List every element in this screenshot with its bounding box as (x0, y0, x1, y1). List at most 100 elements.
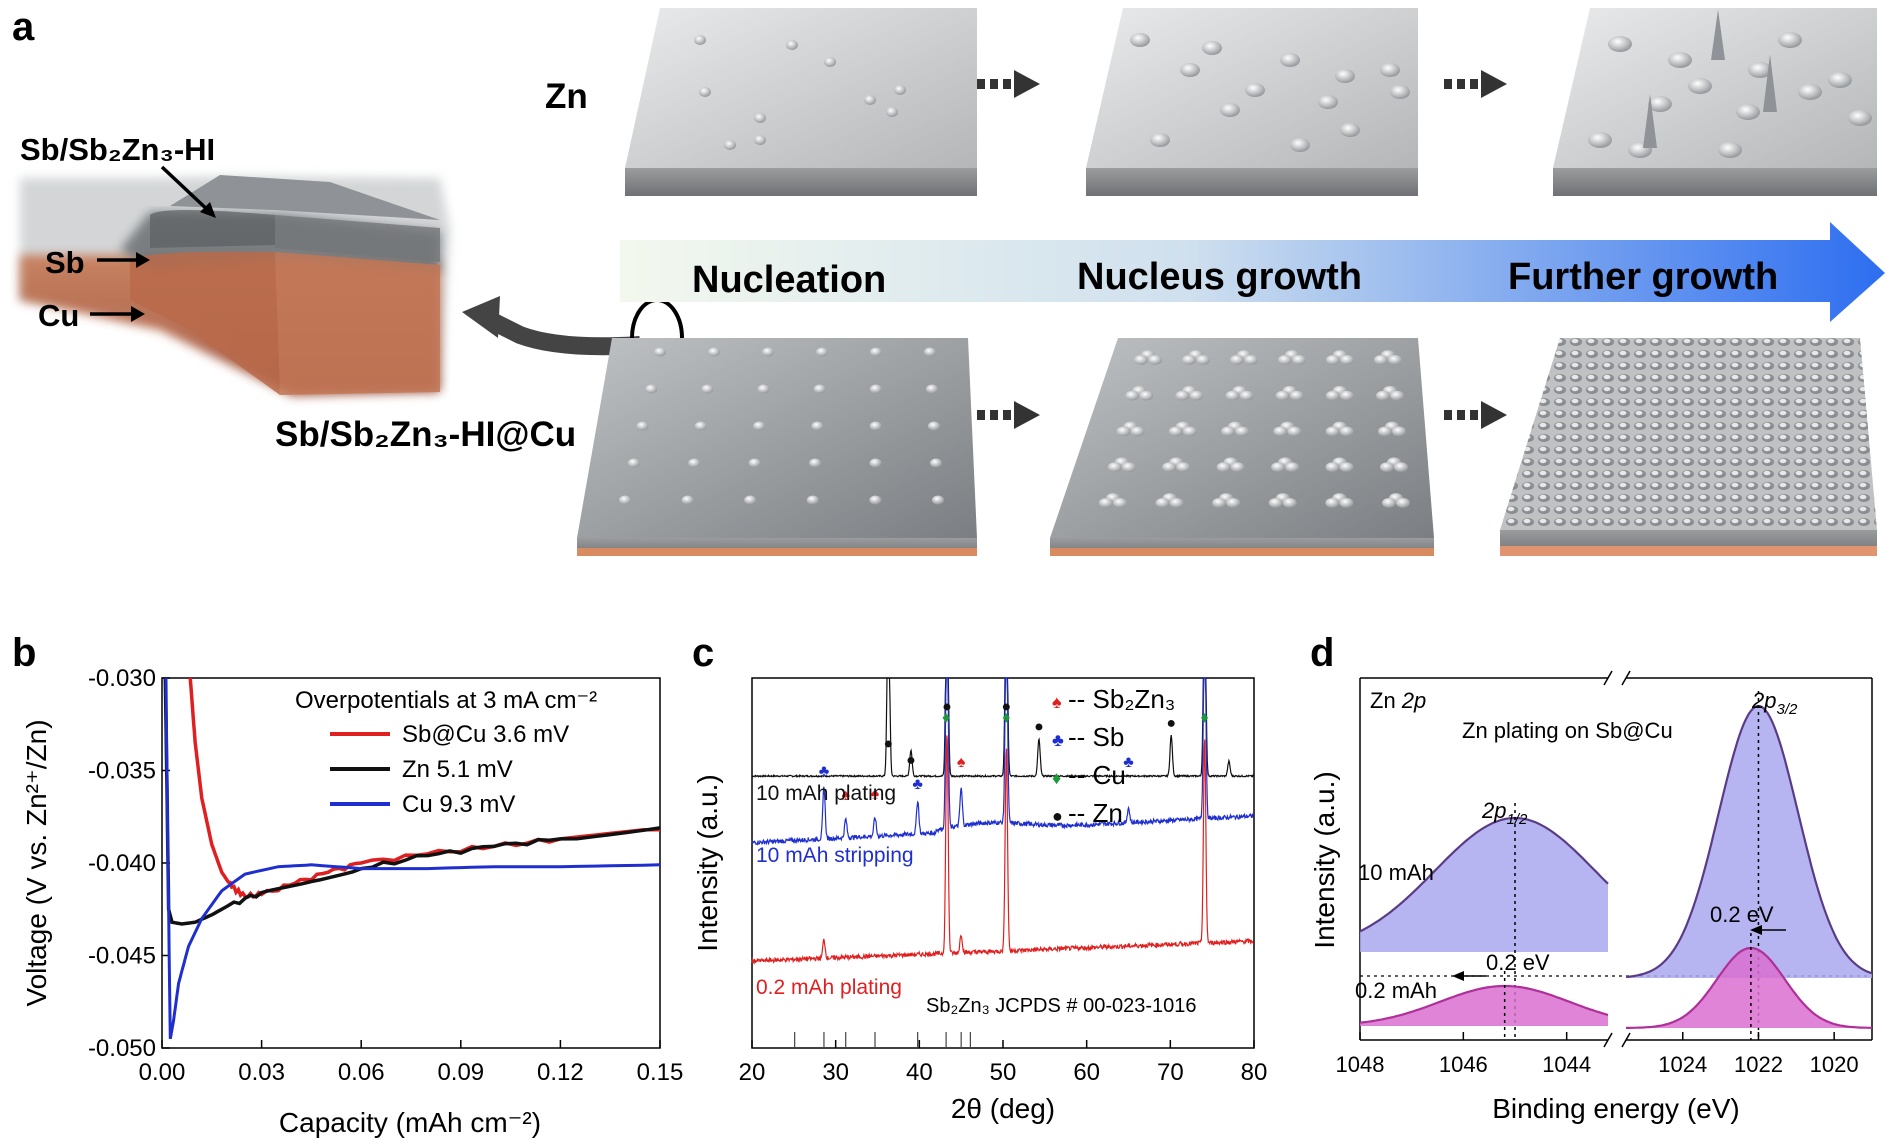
x-tick-label-d: 1048 (1336, 1052, 1385, 1077)
sb-nucleus (1113, 498, 1127, 508)
phase-marker: ● (1166, 715, 1176, 732)
sb-nucleus (1289, 390, 1304, 401)
sb-nucleus (1175, 390, 1190, 401)
shift-label-left: 0.2 eV (1486, 950, 1550, 975)
xps-peak-fill (1360, 986, 1608, 1026)
reference-label-c: Sb₂Zn₃ JCPDS # 00-023-1016 (926, 995, 1197, 1017)
sb-nucleus (1130, 426, 1145, 437)
legend-symbol-c: ♠ (1052, 692, 1062, 712)
sb-nucleus (1325, 426, 1340, 437)
sb-nucleus (926, 384, 938, 394)
sb-nucleus (869, 384, 882, 394)
magnify-arrow-head (462, 296, 500, 338)
sb-nucleus (1099, 498, 1113, 508)
series-line-b (164, 677, 661, 1040)
y-tick-label-b: -0.035 (88, 758, 156, 785)
legend-entry-c: -- Sb₂Zn₃ (1068, 684, 1175, 714)
xps-envelope (1359, 984, 1609, 1024)
sb-nucleus (619, 495, 631, 505)
sb-nucleus (1134, 355, 1148, 365)
x-tick-label-b: 0.12 (537, 1059, 584, 1086)
sb-nucleus (806, 495, 819, 505)
sb-nucleus (1189, 390, 1204, 401)
xrd-pattern (751, 677, 1254, 846)
zn-nucleus (864, 95, 876, 105)
sb-nucleus (1125, 390, 1140, 401)
sb-nucleus (1325, 462, 1340, 473)
phase-marker: ● (942, 698, 952, 715)
y-tick-label-b: -0.030 (88, 665, 156, 692)
sb-nucleus (627, 458, 640, 468)
zn-nuclei (694, 9, 1872, 158)
peak-label-subscript: 1/2 (1506, 811, 1528, 828)
sb-nucleus (1169, 498, 1184, 508)
sb-nucleus (1139, 390, 1154, 401)
x-tick-label-d: 1046 (1439, 1052, 1488, 1077)
panel-label-a: a (12, 5, 35, 49)
phase-marker: ♠ (957, 754, 966, 771)
sb-nucleus (1388, 355, 1402, 365)
x-axis-label-d: Binding energy (eV) (1492, 1093, 1739, 1124)
sb-nucleus (1339, 462, 1354, 473)
phase-marker: ● (1034, 719, 1044, 736)
x-tick-label-c: 20 (739, 1059, 766, 1086)
growth-stage-arrow (620, 222, 1885, 322)
sb-nucleus (1235, 426, 1250, 437)
sb-nucleus (869, 495, 882, 505)
panel-a: a Sb/Sb₂Zn₃-HI Sb Cu Zn Sb/Sb₂Zn₃-HI@Cu (12, 5, 1885, 556)
zn-nucleus (1688, 78, 1712, 94)
phase-marker: ♠ (841, 787, 850, 804)
phase-marker: ♠ (871, 785, 880, 802)
zn-nucleus (1718, 142, 1742, 158)
title-d-prefix: Zn (1370, 688, 1402, 713)
sb-nucleus (813, 384, 826, 394)
zn-nucleus (1668, 52, 1692, 68)
sb-nuclei-array (619, 347, 1410, 508)
xrd-pattern (751, 677, 1255, 779)
panel-label-d: d (1310, 631, 1334, 675)
stage-label-nucleus-growth: Nucleus growth (1077, 256, 1362, 298)
xps-peak-fill (1626, 706, 1872, 978)
xrd-pattern (751, 735, 1255, 965)
zn-dendrite (1711, 9, 1725, 61)
sb-nucleus (762, 347, 774, 357)
x-tick-label-b: 0.06 (338, 1059, 385, 1086)
sb-nucleus (1339, 390, 1354, 401)
peak-label-subscript: 3/2 (1776, 701, 1798, 718)
sb-nucleus (1282, 498, 1297, 508)
y-tick-label-b: -0.045 (88, 943, 156, 970)
phase-marker: ♦ (1002, 709, 1010, 726)
zn-nucleus (1180, 63, 1200, 77)
sb-nucleus (1155, 498, 1170, 508)
stage-arrow-top-2 (1444, 70, 1507, 98)
stage-arrow-bottom-2 (1444, 401, 1507, 429)
sb-nucleus (1116, 426, 1131, 437)
sb-nucleus (645, 384, 658, 394)
layer-label-middle: Sb (45, 245, 85, 280)
sb-nucleus (1271, 462, 1286, 473)
series-label-02mah-plating: 0.2 mAh plating (756, 976, 902, 999)
zn-nucleus (699, 87, 711, 97)
sb-nucleus (1121, 462, 1136, 473)
sb-nucleus (1325, 390, 1340, 401)
peak-label-main: 2p (1751, 688, 1776, 713)
panel-d: d 1048 1046 1044 1024 1022 1020 Zn 2p Zn plat… (1309, 631, 1873, 1124)
layer-label-top: Sb/Sb₂Zn₃-HI (20, 132, 215, 167)
sb-nucleus (1148, 355, 1162, 365)
stage-label-further-growth: Further growth (1508, 256, 1778, 298)
sb-nucleus (1182, 355, 1196, 365)
x-tick-label-c: 80 (1241, 1059, 1268, 1086)
pointer-arrow-top (160, 165, 214, 216)
x-tick-label-b: 0.09 (437, 1059, 484, 1086)
stage-arrow-bottom-1 (977, 401, 1040, 429)
x-tick-label-d: 1024 (1658, 1052, 1707, 1077)
sb-nucleus (816, 347, 828, 357)
series-label-10mah-plating: 10 mAh plating (756, 782, 896, 805)
sb-nucleus (1162, 462, 1177, 473)
title-d: Zn 2p (1370, 688, 1426, 713)
peak-label-main: 2p (1481, 798, 1506, 823)
sb-nucleus (757, 384, 770, 394)
sb-nucleus (694, 421, 707, 431)
series-lines-b (163, 677, 661, 1040)
